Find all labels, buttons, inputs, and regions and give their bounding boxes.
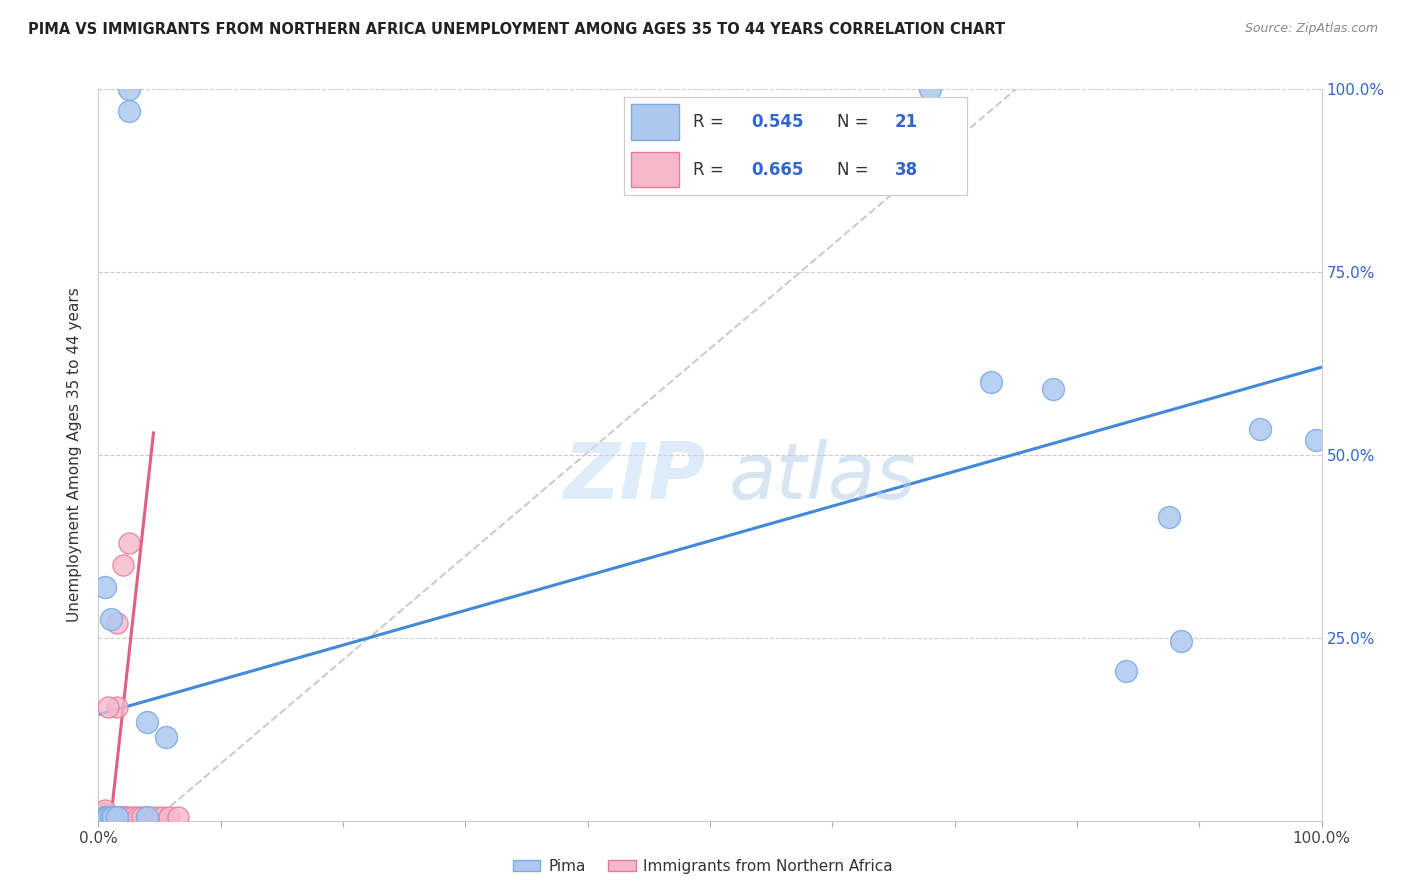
Point: [105, 810, 128, 824]
Point: [117, 810, 139, 824]
Text: Source: ZipAtlas.com: Source: ZipAtlas.com: [1244, 22, 1378, 36]
Point: [87, 806, 110, 821]
Point: [93, 806, 115, 821]
Point: [127, 810, 149, 824]
Point: [136, 810, 159, 824]
Point: [114, 810, 136, 824]
Point: [167, 810, 190, 824]
Point: [136, 714, 159, 729]
Point: [118, 82, 141, 96]
Point: [101, 810, 124, 824]
Point: [93, 803, 115, 817]
Point: [93, 810, 115, 824]
Text: ZIP: ZIP: [564, 439, 706, 515]
Point: [97, 810, 120, 824]
Point: [93, 580, 115, 594]
Point: [118, 104, 141, 119]
Point: [101, 810, 124, 824]
Point: [105, 616, 128, 631]
Text: PIMA VS IMMIGRANTS FROM NORTHERN AFRICA UNEMPLOYMENT AMONG AGES 35 TO 44 YEARS C: PIMA VS IMMIGRANTS FROM NORTHERN AFRICA …: [28, 22, 1005, 37]
Point: [100, 810, 122, 824]
Point: [100, 613, 122, 627]
Point: [108, 810, 131, 824]
Point: [96, 810, 118, 824]
Point: [1115, 664, 1137, 678]
Point: [136, 810, 159, 824]
Point: [980, 375, 1002, 389]
Legend: Pima, Immigrants from Northern Africa: Pima, Immigrants from Northern Africa: [506, 853, 900, 880]
Point: [100, 810, 122, 824]
Point: [111, 558, 134, 572]
Point: [131, 810, 153, 824]
Point: [155, 730, 177, 744]
Point: [91, 810, 114, 824]
Point: [920, 82, 942, 96]
Point: [91, 810, 114, 824]
Point: [97, 810, 120, 824]
Point: [98, 810, 121, 824]
Point: [150, 810, 173, 824]
Point: [105, 810, 128, 824]
Point: [110, 810, 132, 824]
Point: [1157, 510, 1180, 524]
Point: [118, 535, 141, 549]
Point: [94, 810, 117, 824]
Point: [1249, 422, 1271, 436]
Point: [104, 810, 127, 824]
Point: [89, 810, 111, 824]
Point: [101, 810, 124, 824]
Point: [1042, 382, 1064, 396]
Point: [143, 810, 166, 824]
Text: atlas: atlas: [728, 439, 917, 515]
Point: [105, 700, 128, 714]
Point: [90, 810, 112, 824]
Point: [107, 810, 129, 824]
Point: [93, 810, 115, 824]
Point: [87, 810, 110, 824]
Point: [96, 810, 118, 824]
Point: [121, 810, 143, 824]
Point: [1305, 434, 1327, 448]
Point: [103, 810, 125, 824]
Y-axis label: Unemployment Among Ages 35 to 44 years: Unemployment Among Ages 35 to 44 years: [67, 287, 83, 623]
Point: [157, 810, 180, 824]
Point: [1170, 634, 1192, 648]
Point: [97, 700, 120, 714]
Point: [111, 810, 134, 824]
